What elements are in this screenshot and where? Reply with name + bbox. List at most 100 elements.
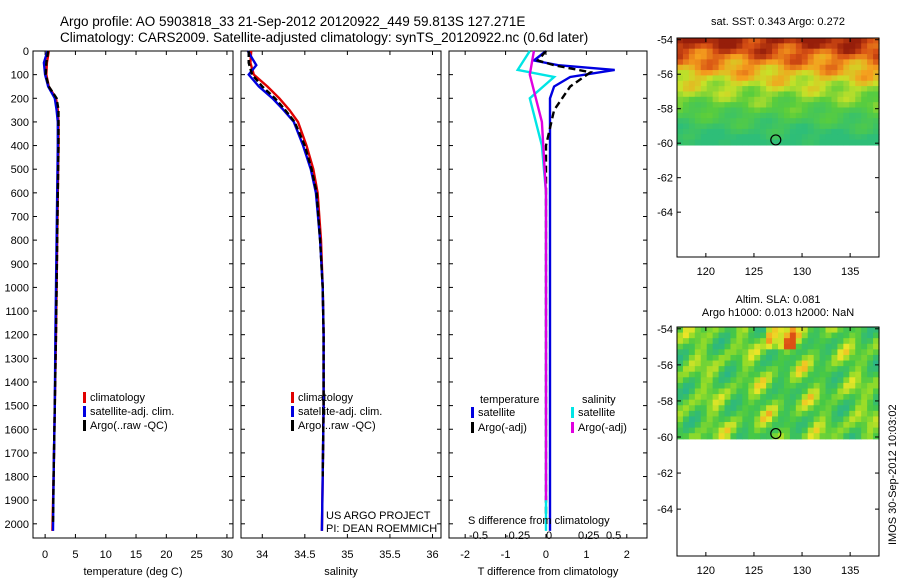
legend-label: climatology	[298, 392, 354, 404]
heatmap-cell	[724, 86, 732, 93]
heatmap-cell	[825, 134, 833, 141]
heatmap-cell	[789, 112, 797, 119]
legend-swatch	[571, 422, 574, 433]
heatmap-cell	[861, 332, 868, 339]
heatmap-cell	[742, 96, 749, 103]
heatmap-cell	[837, 360, 844, 367]
y-tick-label: -64	[657, 207, 673, 219]
heatmap-cell	[742, 118, 749, 125]
heatmap-cell	[837, 354, 844, 362]
heatmap-cell	[677, 43, 684, 50]
heatmap-cell	[706, 54, 714, 60]
heatmap-cell	[801, 427, 809, 434]
heatmap-cell	[724, 416, 732, 423]
heatmap-cell	[688, 399, 696, 406]
heatmap-cell	[825, 405, 833, 412]
heatmap-cell	[694, 123, 702, 130]
heatmap-cell	[748, 410, 755, 418]
heatmap-cell	[873, 382, 880, 390]
float-location-marker	[770, 427, 782, 440]
heatmap-cell	[855, 354, 862, 362]
heatmap-cell	[783, 43, 791, 50]
heatmap-cell	[795, 410, 803, 418]
heatmap-cell	[778, 377, 785, 384]
y-tick-label: 100	[11, 70, 29, 82]
heatmap-cell	[766, 360, 773, 367]
plot-frame	[240, 50, 442, 539]
heatmap-cell	[843, 405, 850, 412]
heatmap-cell	[801, 128, 809, 135]
heatmap-cell	[700, 410, 708, 418]
heatmap-cell	[706, 433, 714, 440]
heatmap-cell	[807, 427, 815, 434]
heatmap-cell	[789, 399, 797, 406]
heatmap-cell	[783, 96, 791, 103]
heatmap-cell	[700, 422, 708, 429]
map-subtitle: Argo h1000: 0.013 h2000: NaN	[702, 307, 854, 319]
heatmap-cell	[813, 422, 821, 429]
heatmap-cell	[849, 399, 856, 406]
heatmap-cell	[819, 102, 827, 109]
heatmap-cell	[754, 102, 761, 109]
heatmap-cell	[837, 338, 844, 345]
heatmap-cell	[688, 91, 696, 98]
heatmap-cell	[867, 96, 874, 103]
heatmap-cell	[754, 96, 761, 103]
heatmap-cell	[825, 410, 833, 418]
heatmap-cell	[873, 410, 880, 418]
legend-label: satellite-adj. clim.	[298, 406, 382, 418]
heatmap-cell	[789, 343, 797, 350]
heatmap-cell	[682, 360, 690, 367]
heatmap-cell	[825, 416, 833, 423]
heatmap-cell	[772, 75, 779, 82]
heatmap-cell	[855, 382, 862, 390]
heatmap-cell	[831, 123, 839, 130]
heatmap-cell	[754, 394, 761, 401]
heatmap-cell	[795, 128, 803, 135]
heatmap-cell	[873, 118, 880, 125]
heatmap-cell	[801, 43, 809, 50]
heatmap-cell	[867, 388, 874, 395]
heatmap-cell	[837, 70, 844, 77]
heatmap-cell	[742, 86, 749, 93]
heatmap-cell	[795, 64, 803, 71]
x-tick-label: 34	[256, 549, 268, 561]
heatmap-cell	[801, 75, 809, 82]
heatmap-cell	[736, 366, 743, 373]
heatmap-cell	[754, 64, 761, 71]
y-tick-label: 300	[11, 117, 29, 129]
heatmap-cell	[677, 86, 684, 93]
heatmap-cell	[795, 70, 803, 77]
heatmap-cell	[730, 360, 738, 367]
heatmap-cell	[712, 96, 720, 103]
heatmap-cell	[760, 64, 767, 71]
heatmap-cell	[748, 38, 755, 44]
x-tick-label: 36	[426, 549, 438, 561]
heatmap-cells	[677, 38, 880, 146]
heatmap-cell	[677, 123, 684, 130]
heatmap-cell	[682, 349, 690, 356]
heatmap-cell	[783, 118, 791, 125]
x-axis-label: salinity	[324, 566, 358, 578]
heatmap-cell	[712, 377, 720, 384]
heatmap-cell	[677, 371, 684, 378]
y-tick-label: -56	[657, 360, 673, 372]
heatmap-cell	[712, 394, 720, 401]
heatmap-cell	[766, 54, 773, 60]
heatmap-cell	[772, 422, 779, 429]
salinity-panel: 34 34.5 35 35.5 36 salinity	[240, 50, 442, 578]
heatmap-cell	[837, 410, 844, 418]
heatmap-cell	[849, 405, 856, 412]
heatmap-cell	[849, 64, 856, 71]
heatmap-cell	[819, 433, 827, 440]
heatmap-cell	[819, 377, 827, 384]
heatmap-cell	[766, 64, 773, 71]
heatmap-cell	[873, 86, 880, 93]
heatmap-cell	[813, 371, 821, 378]
heatmap-cell	[825, 123, 833, 130]
heatmap-cell	[778, 416, 785, 423]
heatmap-cell	[837, 422, 844, 429]
heatmap-cell	[706, 59, 714, 66]
heatmap-cell	[694, 118, 702, 125]
heatmap-cell	[855, 64, 862, 71]
